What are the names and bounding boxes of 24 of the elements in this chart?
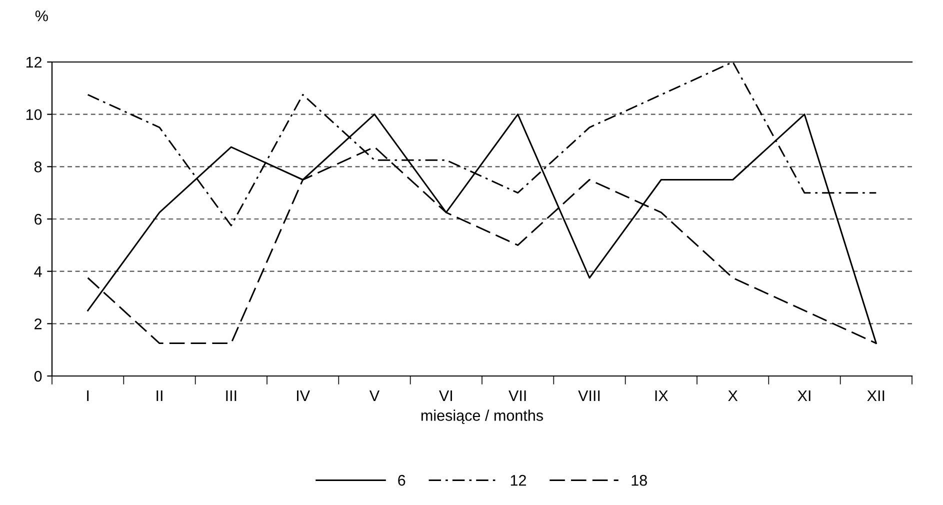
y-tick-label: 10 — [26, 109, 42, 120]
y-tick-label: 6 — [34, 214, 42, 225]
y-tick-label: 8 — [34, 162, 42, 172]
x-tick-label: II — [156, 390, 162, 401]
x-tick-label: VIII — [578, 390, 600, 401]
x-tick-label: IV — [297, 390, 310, 401]
legend-label: 18 — [632, 474, 647, 486]
y-tick-label: 12 — [26, 56, 42, 68]
legend-label: 6 — [398, 474, 406, 486]
x-tick-label: III — [226, 390, 236, 401]
x-tick-label: XI — [798, 390, 810, 401]
x-tick-label: X — [728, 390, 738, 401]
y-tick-label: 2 — [34, 318, 42, 330]
x-tick-label: I — [87, 390, 89, 401]
y-tick-label: 0 — [34, 370, 42, 382]
x-tick-label: V — [369, 390, 380, 401]
x-tick-label: IX — [655, 390, 668, 401]
y-tick-label: 4 — [34, 266, 42, 277]
x-tick-label: XII — [867, 390, 884, 401]
legend-label: 12 — [510, 474, 526, 486]
y-axis-title: % — [35, 10, 48, 22]
x-tick-label: VII — [508, 390, 526, 401]
x-axis-title: miesiące / months — [421, 410, 544, 424]
x-tick-label: VI — [439, 390, 452, 401]
